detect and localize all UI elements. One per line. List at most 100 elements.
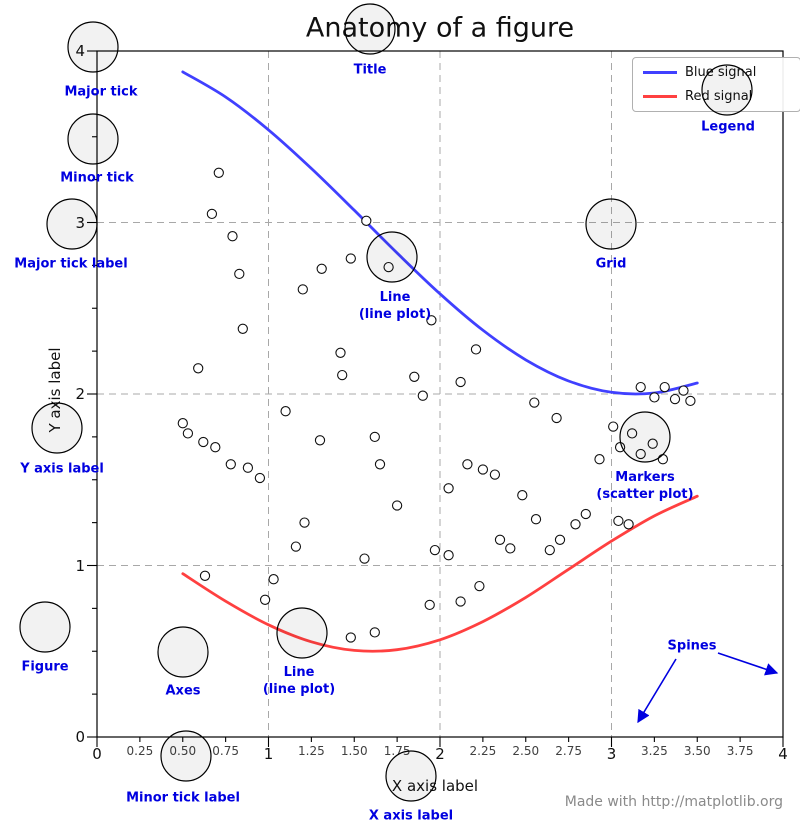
scatter-marker: [242, 462, 254, 473]
scatter-marker: [383, 261, 394, 273]
scatter-marker: [649, 392, 660, 403]
red-signal-curve: [181, 494, 699, 653]
scatter-marker: [345, 253, 356, 264]
scatter-marker: [443, 483, 454, 494]
scatter-marker: [182, 428, 194, 439]
annotation-line-red: Line (line plot): [262, 665, 336, 697]
scatter-marker: [335, 347, 346, 358]
scatter-marker: [259, 594, 271, 605]
scatter-marker: [494, 534, 506, 545]
legend-entry-blue: Blue signal: [643, 65, 790, 80]
scatter-marker: [429, 544, 441, 556]
red-line-sample-icon: [643, 95, 677, 98]
x-minor-tick-label: 2.75: [555, 744, 582, 758]
blue-line-sample-icon: [643, 71, 677, 74]
scatter-marker: [374, 459, 386, 470]
watermark-text: Made with http://matplotlib.org: [564, 794, 783, 810]
scatter-marker: [614, 442, 626, 453]
annotation-minor-tick: Minor tick: [60, 170, 134, 186]
scatter-marker: [685, 395, 696, 407]
x-major-tick-label: 1: [263, 745, 274, 763]
x-major-tick-label: 3: [606, 745, 617, 763]
scatter-marker: [210, 442, 221, 453]
scatter-marker: [299, 517, 310, 528]
scatter-marker: [608, 421, 619, 432]
scatter-marker: [409, 371, 420, 382]
scatter-marker: [551, 412, 562, 424]
scatter-marker: [635, 381, 646, 393]
blue-signal-curve: [181, 70, 699, 396]
scatter-marker: [443, 550, 454, 561]
legend-entry-red: Red signal: [643, 89, 790, 104]
scatter-marker: [455, 376, 466, 388]
scatter-marker: [455, 596, 466, 607]
y-major-tick-label: 2: [75, 385, 85, 403]
annotation-title: Title: [353, 62, 387, 78]
scatter-marker: [391, 500, 403, 511]
x-minor-tick-label: 1.25: [298, 744, 325, 758]
annotation-axes: Axes: [165, 683, 201, 699]
scatter-marker: [635, 448, 646, 460]
x-major-tick-label: 2: [435, 745, 445, 763]
annotation-line-blue: Line (line plot): [358, 290, 432, 322]
annotation-spines: Spines: [667, 638, 717, 654]
x-minor-tick-label: 2.50: [512, 744, 540, 758]
scatter-marker: [345, 632, 356, 643]
scatter-marker: [337, 369, 348, 381]
scatter-marker: [268, 574, 279, 585]
y-major-tick-label: 1: [75, 556, 85, 575]
annotation-legend: Legend: [701, 119, 755, 135]
scatter-marker: [505, 543, 516, 554]
annotation-major-tick-label: Major tick label: [14, 256, 128, 272]
scatter-marker: [554, 534, 566, 545]
legend: Blue signal Red signal: [632, 57, 800, 112]
x-minor-tick-label: 1.75: [383, 744, 411, 758]
scatter-marker: [657, 454, 669, 465]
scatter-marker: [530, 514, 542, 525]
annotation-y-axis-label: Y axis label: [20, 461, 104, 477]
x-minor-tick-label: 0.25: [126, 744, 154, 758]
y-major-tick-label: 3: [75, 213, 85, 232]
annotation-minor-tick-label: Minor tick label: [126, 790, 240, 806]
scatter-marker: [254, 472, 266, 484]
scatter-marker: [477, 464, 489, 475]
scatter-marker: [359, 553, 370, 564]
y-major-tick-label: 0: [75, 728, 85, 746]
scatter-marker: [470, 344, 482, 355]
scatter-marker: [669, 393, 681, 405]
x-minor-tick-label: 0.50: [169, 744, 197, 758]
x-minor-tick-label: 3.50: [683, 744, 711, 758]
legend-label-red: Red signal: [685, 89, 753, 104]
scatter-marker: [626, 428, 638, 439]
scatter-marker: [234, 268, 245, 280]
x-minor-tick-label: 2.25: [469, 744, 497, 758]
x-minor-tick-label: 0.75: [212, 744, 239, 758]
annotation-x-axis-label: X axis label: [368, 808, 454, 824]
x-axis-label: X axis label: [391, 777, 479, 795]
scatter-marker: [237, 323, 248, 334]
scatter-marker: [647, 438, 658, 449]
scatter-marker: [570, 519, 581, 530]
scatter-marker: [489, 469, 501, 480]
scatter-marker: [623, 519, 634, 530]
scatter-marker: [426, 315, 437, 326]
annotation-major-tick: Major tick: [64, 84, 138, 100]
scatter-marker: [659, 381, 670, 393]
scatter-marker: [529, 397, 540, 408]
annotation-grid: Grid: [595, 256, 627, 272]
x-major-tick-label: 4: [778, 745, 788, 763]
annotation-figure: Figure: [21, 659, 69, 675]
scatter-marker: [199, 570, 211, 581]
x-minor-tick-label: 1.50: [340, 744, 368, 758]
x-minor-tick-label: 3.75: [726, 744, 754, 758]
scatter-marker: [227, 231, 238, 242]
scatter-marker: [369, 627, 380, 638]
scatter-marker: [580, 508, 591, 520]
scatter-marker: [316, 263, 327, 274]
annotation-markers: Markers (scatter plot): [596, 470, 694, 502]
scatter-marker: [177, 418, 188, 429]
scatter-marker: [225, 459, 236, 470]
scatter-marker: [297, 284, 308, 295]
scatter-marker: [314, 435, 326, 446]
